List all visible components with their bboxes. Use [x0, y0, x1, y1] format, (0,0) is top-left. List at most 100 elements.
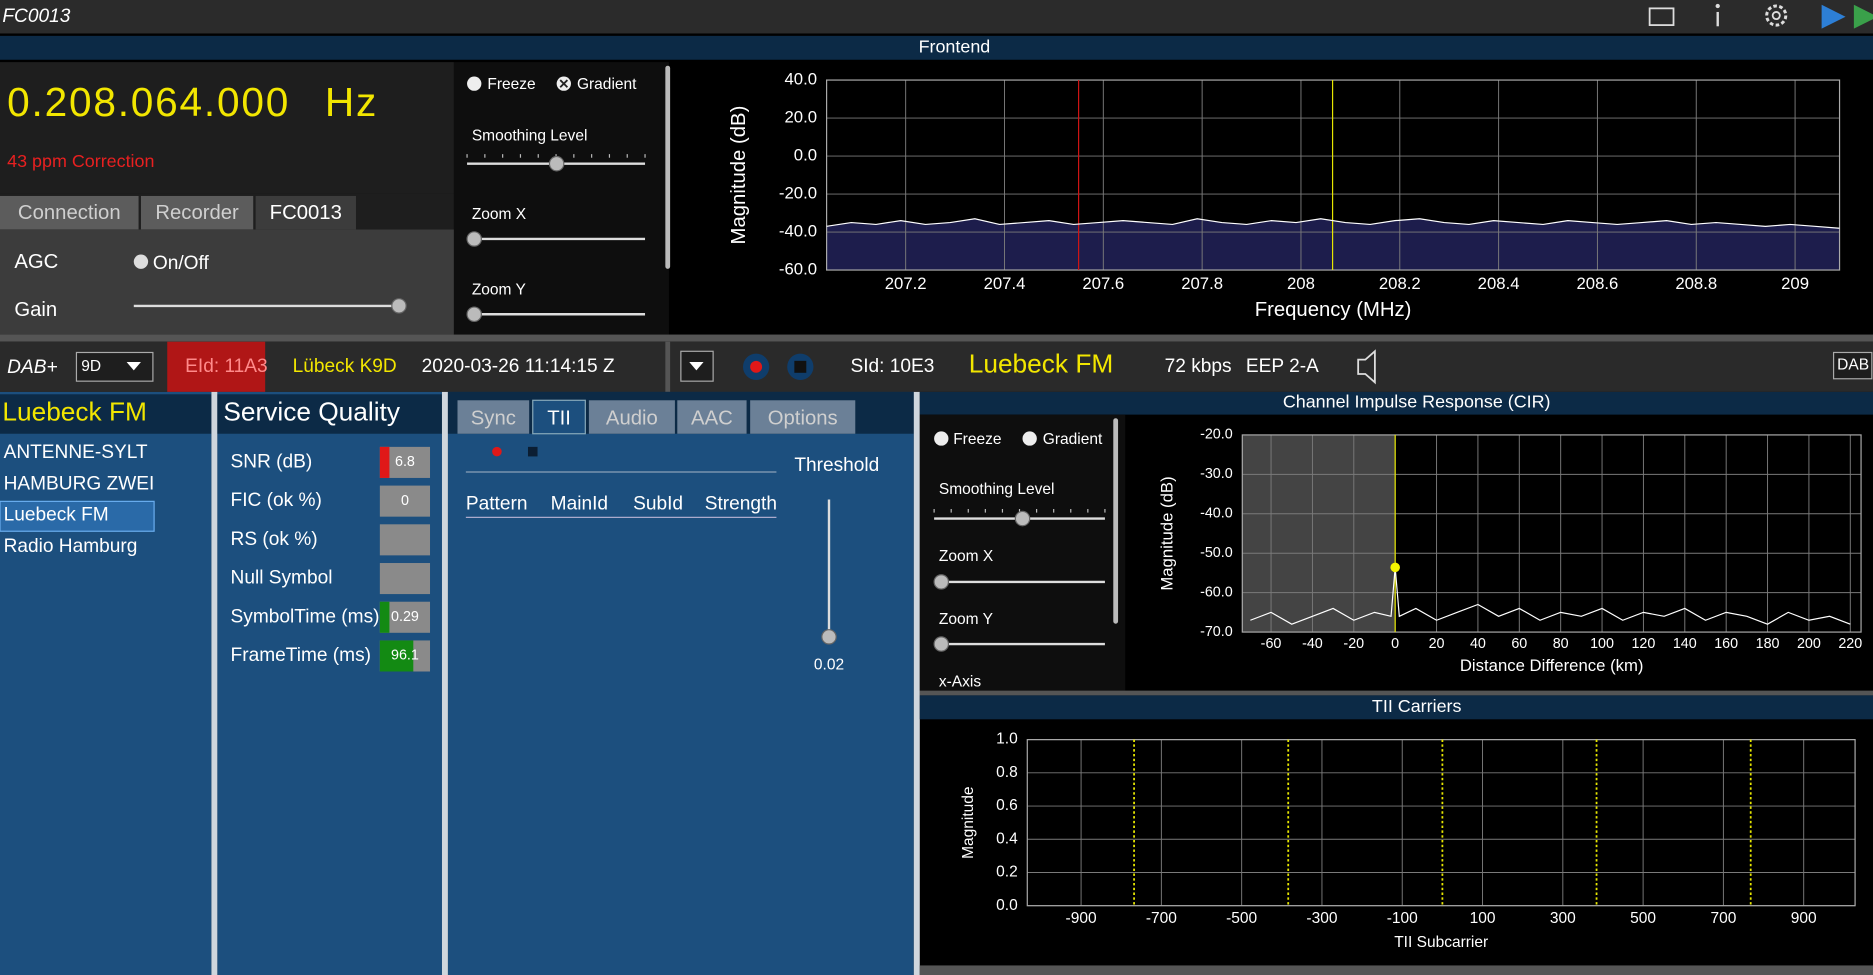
- threshold-value: 0.02: [814, 657, 844, 674]
- plot-border: [1026, 739, 1856, 907]
- x-tick-label: 100: [1590, 636, 1614, 652]
- quality-box: [379, 485, 431, 517]
- x-tick-label: 140: [1673, 636, 1697, 652]
- tii-tab[interactable]: [532, 399, 586, 435]
- x-tick-label: -20: [1343, 636, 1364, 652]
- datetime: 2020-03-26 11:14:15 Z: [422, 356, 615, 377]
- speaker-icon[interactable]: [1357, 349, 1376, 385]
- frequency-panel: [0, 62, 454, 194]
- tab[interactable]: [140, 195, 254, 230]
- tii-tab-label: AAC: [691, 408, 733, 430]
- plot-area: [1027, 739, 1856, 906]
- x-tick-label: 160: [1714, 636, 1738, 652]
- agc-radio[interactable]: [133, 254, 149, 269]
- protection: EEP 2-A: [1246, 356, 1319, 377]
- smoothing-slider-knob[interactable]: [548, 155, 565, 172]
- y-axis-title: Magnitude (dB): [728, 106, 750, 245]
- scrollbar[interactable]: [665, 65, 671, 269]
- gain-label: Gain: [14, 299, 57, 321]
- separator: [211, 391, 218, 975]
- x-tick-label: 0: [1391, 636, 1399, 652]
- tii-tab-label: Options: [768, 408, 838, 430]
- tii-tab[interactable]: [677, 400, 747, 434]
- threshold-knob[interactable]: [821, 629, 837, 645]
- quality-value: 0.29: [391, 609, 419, 625]
- y-tick-label: 0.6: [996, 797, 1018, 814]
- service-item: Radio Hamburg: [4, 536, 138, 557]
- shaded-region: [1242, 434, 1396, 633]
- service-list: [0, 391, 212, 975]
- cir-header: [919, 391, 1873, 415]
- x-tick-label: 300: [1550, 910, 1576, 927]
- tii-tab-label: Audio: [606, 408, 658, 430]
- y-axis-title: Magnitude: [960, 786, 977, 858]
- zoom-y-slider-knob[interactable]: [933, 636, 950, 652]
- zoom-x-slider-knob[interactable]: [466, 231, 482, 247]
- tii-tab[interactable]: [588, 400, 675, 434]
- tii-red-dot: [492, 446, 502, 457]
- tab[interactable]: [0, 195, 139, 230]
- y-tick-label: -30.0: [1200, 466, 1233, 482]
- cir-title: Channel Impulse Response (CIR): [1283, 391, 1551, 411]
- x-tick-label: 120: [1631, 636, 1655, 652]
- x-axis-title: Frequency (MHz): [1255, 299, 1412, 321]
- carriers-title: TII Carriers: [1372, 696, 1462, 716]
- window-title: FC0013: [2, 6, 70, 27]
- quality-label: FIC (ok %): [231, 490, 322, 511]
- freeze-label: Freeze: [953, 431, 1001, 448]
- quality-header: [217, 394, 442, 434]
- carriers-header: [919, 695, 1873, 720]
- x-tick-label: -40: [1302, 636, 1323, 652]
- service-name: Luebeck FM: [969, 349, 1114, 379]
- separator: [0, 334, 1873, 342]
- threshold-label: Threshold: [794, 455, 879, 476]
- y-tick-label: -50.0: [1200, 545, 1233, 561]
- peak-point: [1390, 562, 1400, 573]
- tii-column: SubId: [633, 493, 683, 514]
- x-tick-label: 208: [1287, 274, 1315, 293]
- channel-dropdown[interactable]: [75, 351, 154, 382]
- freeze-radio[interactable]: [467, 76, 482, 91]
- quality-value: 6.8: [395, 454, 415, 470]
- record-dot: [750, 360, 763, 373]
- status-divider: [665, 341, 671, 392]
- tii-column: Pattern: [466, 493, 528, 514]
- gradient-label: Gradient: [577, 76, 637, 93]
- quality-title: Service Quality: [223, 396, 400, 426]
- bottom-strip: [919, 965, 1873, 975]
- x-axis-title: TII Subcarrier: [1394, 934, 1488, 951]
- x-tick-label: 208.6: [1577, 274, 1619, 293]
- tii-tab[interactable]: [457, 400, 530, 434]
- bitrate: 72 kbps: [1165, 356, 1232, 377]
- x-tick-label: 40: [1470, 636, 1486, 652]
- tab[interactable]: [255, 195, 356, 230]
- y-tick-label: 0.0: [996, 897, 1018, 914]
- x-tick-label: 208.8: [1675, 274, 1717, 293]
- tab-label: Recorder: [155, 202, 239, 224]
- service-item: ANTENNE-SYLT: [4, 442, 148, 463]
- tii-tab[interactable]: [750, 400, 856, 434]
- x-tick-label: -700: [1146, 910, 1177, 927]
- gradient-radio[interactable]: [1022, 431, 1037, 446]
- x-tick-label: 900: [1791, 910, 1817, 927]
- x-axis-label: x-Axis: [939, 673, 981, 690]
- freeze-radio[interactable]: [934, 431, 949, 446]
- scrollbar[interactable]: [1113, 418, 1119, 624]
- play-button[interactable]: [1821, 4, 1846, 29]
- quality-label: Null Symbol: [231, 568, 333, 589]
- title-bar: [0, 0, 1873, 34]
- play-button-2[interactable]: [1853, 4, 1873, 29]
- zoom-x-slider-knob[interactable]: [933, 574, 950, 590]
- zoom-y-slider-knob[interactable]: [466, 306, 482, 323]
- tab-label: Connection: [18, 202, 121, 224]
- quality-label: RS (ok %): [231, 529, 318, 550]
- gain-slider-knob[interactable]: [391, 298, 407, 314]
- icon-window[interactable]: [1648, 7, 1675, 26]
- x-tick-label: 200: [1797, 636, 1821, 652]
- icon-settings[interactable]: [1765, 4, 1788, 27]
- eid: EId: 11A3: [185, 356, 268, 377]
- zoom-x-label: Zoom X: [472, 206, 527, 223]
- smoothing-slider-knob[interactable]: [1014, 510, 1031, 527]
- tii-tab-label: TII: [547, 408, 571, 430]
